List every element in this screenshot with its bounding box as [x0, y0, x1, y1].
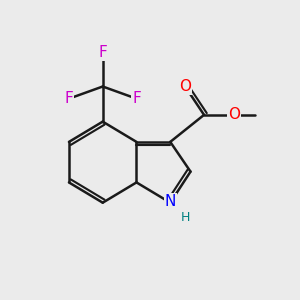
Text: F: F [98, 45, 107, 60]
Text: F: F [132, 91, 141, 106]
Text: N: N [165, 194, 176, 209]
Text: O: O [228, 107, 240, 122]
Text: F: F [64, 91, 73, 106]
Text: O: O [179, 79, 191, 94]
Text: H: H [180, 211, 190, 224]
